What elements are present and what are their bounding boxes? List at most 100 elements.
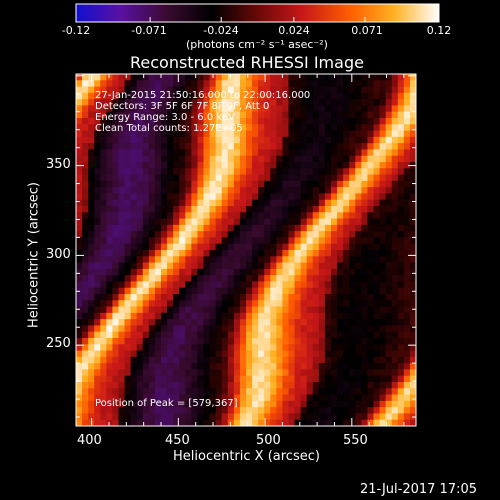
heatmap-cell <box>203 306 210 314</box>
heatmap-cell <box>161 206 168 213</box>
heatmap-cell <box>203 80 210 87</box>
heatmap-cell <box>154 174 162 182</box>
heatmap-cell <box>148 363 156 370</box>
heatmap-cell <box>312 356 320 364</box>
heatmap-cell <box>167 187 174 194</box>
heatmap-cell <box>282 155 289 163</box>
heatmap-cell <box>403 338 411 345</box>
heatmap-cell <box>239 300 247 307</box>
heatmap-cell <box>161 199 168 207</box>
heatmap-cell <box>88 350 95 358</box>
heatmap-cell <box>88 375 95 383</box>
heatmap-cell <box>355 407 362 414</box>
heatmap-cell <box>215 174 223 182</box>
heatmap-cell <box>124 325 132 333</box>
heatmap-cell <box>148 419 156 427</box>
heatmap-cell <box>167 407 174 414</box>
heatmap-cell <box>124 206 132 213</box>
heatmap-cell <box>276 250 283 257</box>
heatmap-cell <box>191 99 198 106</box>
heatmap-cell <box>215 80 223 87</box>
heatmap-cell <box>343 325 350 333</box>
heatmap-cell <box>367 369 374 377</box>
heatmap-cell <box>300 250 308 257</box>
heatmap-cell <box>403 294 411 301</box>
heatmap-cell <box>82 136 89 144</box>
heatmap-cell <box>221 319 229 326</box>
heatmap-cell <box>185 363 192 370</box>
heatmap-cell <box>100 86 107 94</box>
heatmap-cell <box>76 369 83 377</box>
heatmap-cell <box>221 168 229 175</box>
heatmap-cell <box>379 206 387 213</box>
heatmap-cell <box>409 319 417 326</box>
heatmap-cell <box>246 356 253 364</box>
heatmap-cell <box>361 350 368 358</box>
heatmap-cell <box>124 400 132 408</box>
heatmap-cell <box>349 356 356 364</box>
heatmap-cell <box>288 268 295 276</box>
heatmap-cell <box>154 218 162 226</box>
heatmap-cell <box>318 212 326 219</box>
heatmap-cell <box>82 86 89 94</box>
heatmap-cell <box>215 86 223 94</box>
heatmap-cell <box>197 130 204 138</box>
heatmap-cell <box>324 394 332 402</box>
heatmap-cell <box>94 187 101 194</box>
heatmap-cell <box>288 338 295 345</box>
heatmap-cell <box>130 174 138 182</box>
heatmap-cell <box>349 218 356 226</box>
heatmap-cell <box>76 363 83 370</box>
heatmap-cell <box>270 143 277 150</box>
heatmap-cell <box>173 99 180 106</box>
heatmap-cell <box>391 287 399 295</box>
heatmap-cell <box>191 86 198 94</box>
heatmap-cell <box>258 162 265 169</box>
heatmap-cell <box>391 174 399 182</box>
heatmap-cell <box>331 394 338 402</box>
heatmap-cell <box>227 250 235 257</box>
heatmap-cell <box>185 300 192 307</box>
heatmap-cell <box>227 124 235 131</box>
heatmap-cell <box>337 193 344 201</box>
heatmap-cell <box>294 118 302 125</box>
heatmap-cell <box>94 413 101 421</box>
heatmap-cell <box>294 231 302 238</box>
heatmap-cell <box>161 344 168 351</box>
heatmap-cell <box>88 218 95 226</box>
heatmap-cell <box>300 338 308 345</box>
heatmap-cell <box>391 224 399 232</box>
heatmap-cell <box>343 136 350 144</box>
heatmap-cell <box>312 413 320 421</box>
heatmap-cell <box>246 419 253 427</box>
heatmap-cell <box>88 243 95 251</box>
heatmap-cell <box>112 231 119 238</box>
heatmap-cell <box>324 174 332 182</box>
heatmap-cell <box>391 363 399 370</box>
heatmap-cell <box>282 212 289 219</box>
heatmap-cell <box>337 243 344 251</box>
heatmap-cell <box>227 419 235 427</box>
heatmap-cell <box>306 382 314 389</box>
heatmap-cell <box>118 180 125 188</box>
heatmap-cell <box>397 350 405 358</box>
heatmap-cell <box>142 300 150 307</box>
heatmap-cell <box>112 187 119 194</box>
heatmap-cell <box>246 206 253 213</box>
heatmap-cell <box>118 394 125 402</box>
heatmap-cell <box>343 105 350 113</box>
heatmap-cell <box>76 407 83 414</box>
heatmap-cell <box>82 287 89 295</box>
heatmap-cell <box>142 162 150 169</box>
heatmap-cell <box>288 162 295 169</box>
heatmap-cell <box>118 193 125 201</box>
heatmap-cell <box>270 338 277 345</box>
heatmap-cell <box>355 130 362 138</box>
heatmap-cell <box>318 130 326 138</box>
heatmap-cell <box>130 375 138 383</box>
heatmap-cell <box>136 312 144 320</box>
heatmap-cell <box>282 268 289 276</box>
heatmap-cell <box>409 199 417 207</box>
heatmap-cell <box>367 250 374 257</box>
colorbar-tick-label: 0.071 <box>351 24 383 37</box>
